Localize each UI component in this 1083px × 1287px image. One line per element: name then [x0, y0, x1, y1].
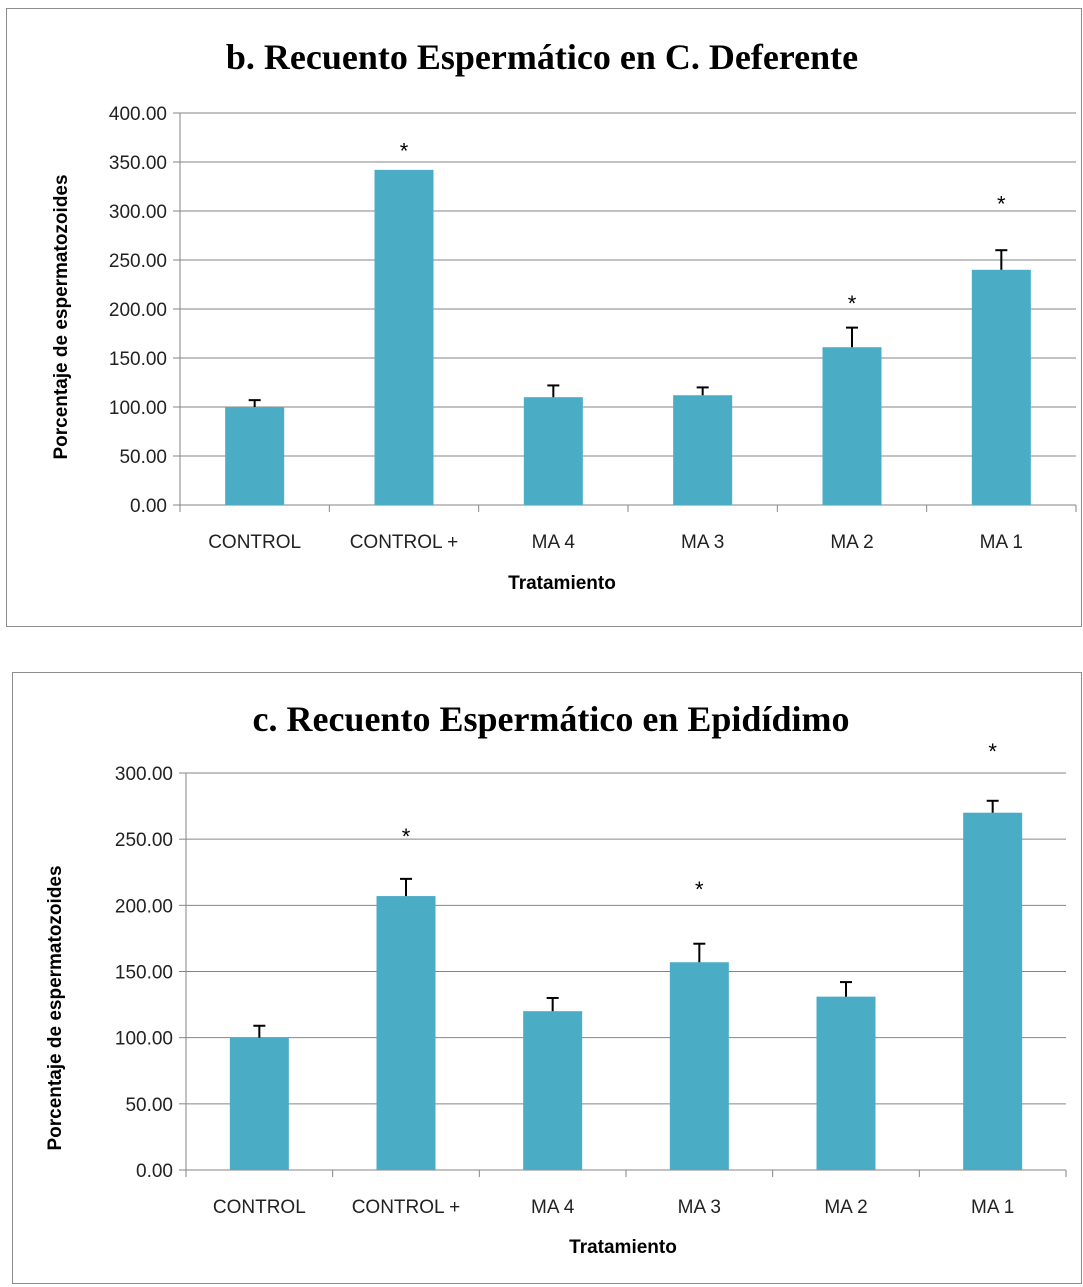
x-axis-label: Tratamiento	[569, 1237, 677, 1258]
bar	[374, 169, 434, 505]
bar	[669, 962, 729, 1170]
y-tick-label: 50.00	[119, 447, 167, 468]
significance-marker: *	[695, 877, 704, 902]
y-tick-label: 200.00	[109, 300, 167, 321]
bar	[376, 896, 436, 1170]
y-axis-label: Porcentaje de espermatozoides	[51, 174, 72, 459]
bar	[816, 996, 876, 1170]
bar	[971, 269, 1031, 505]
y-tick-label: 100.00	[115, 1029, 173, 1050]
bar-chart-c: c. Recuento Espermático en Epidídimo Tra…	[45, 699, 1067, 1258]
bar	[673, 395, 733, 505]
bar	[822, 347, 882, 505]
y-axis-label: Porcentaje de espermatozoides	[45, 865, 66, 1150]
significance-marker: *	[997, 191, 1006, 216]
x-tick-label: MA 2	[824, 1197, 867, 1218]
bar	[963, 812, 1023, 1170]
y-tick-label: 0.00	[136, 1161, 173, 1182]
x-tick-label: CONTROL	[208, 532, 301, 553]
y-tick-label: 300.00	[115, 764, 173, 785]
y-tick-label: 350.00	[109, 153, 167, 174]
y-tick-label: 400.00	[109, 104, 167, 125]
significance-marker: *	[988, 739, 997, 764]
y-tick-label: 100.00	[109, 398, 167, 419]
x-tick-label: MA 2	[830, 532, 873, 553]
x-axis-label: Tratamiento	[508, 573, 616, 594]
x-tick-label: MA 3	[678, 1197, 721, 1218]
y-tick-label: 250.00	[109, 251, 167, 272]
chart-panel-c: c. Recuento Espermático en Epidídimo Tra…	[12, 672, 1082, 1284]
bar-chart-b: b. Recuento Espermático en C. Deferente …	[51, 37, 1077, 594]
chart-title: b. Recuento Espermático en C. Deferente	[226, 37, 858, 77]
y-tick-label: 0.00	[130, 496, 167, 517]
x-tick-label: CONTROL +	[350, 532, 459, 553]
x-tick-label: CONTROL +	[352, 1197, 461, 1218]
significance-marker: *	[400, 138, 409, 163]
bar	[225, 407, 285, 505]
y-tick-label: 300.00	[109, 202, 167, 223]
x-tick-label: MA 4	[531, 1197, 575, 1218]
bar	[523, 1011, 583, 1170]
bar	[523, 397, 583, 505]
x-tick-label: MA 1	[980, 532, 1023, 553]
chart-panel-b: b. Recuento Espermático en C. Deferente …	[6, 8, 1082, 627]
x-tick-label: MA 4	[532, 532, 576, 553]
y-tick-label: 150.00	[115, 963, 173, 984]
x-tick-label: MA 3	[681, 532, 724, 553]
y-tick-label: 250.00	[115, 830, 173, 851]
x-tick-label: CONTROL	[213, 1197, 306, 1218]
y-tick-label: 150.00	[109, 349, 167, 370]
plot-area: 0.00 50.00 100.00 150.00 200.00 250.00 300.00 C…	[115, 739, 1067, 1218]
y-tick-label: 200.00	[115, 896, 173, 917]
bar	[229, 1037, 289, 1170]
chart-title: c. Recuento Espermático en Epidídimo	[253, 699, 850, 739]
y-tick-label: 50.00	[125, 1095, 173, 1116]
significance-marker: *	[402, 824, 411, 849]
x-tick-label: MA 1	[971, 1197, 1014, 1218]
plot-area: 0.00 50.00 100.00 150.00 200.00 250.00 300.00 3…	[109, 104, 1077, 553]
significance-marker: *	[848, 291, 857, 316]
